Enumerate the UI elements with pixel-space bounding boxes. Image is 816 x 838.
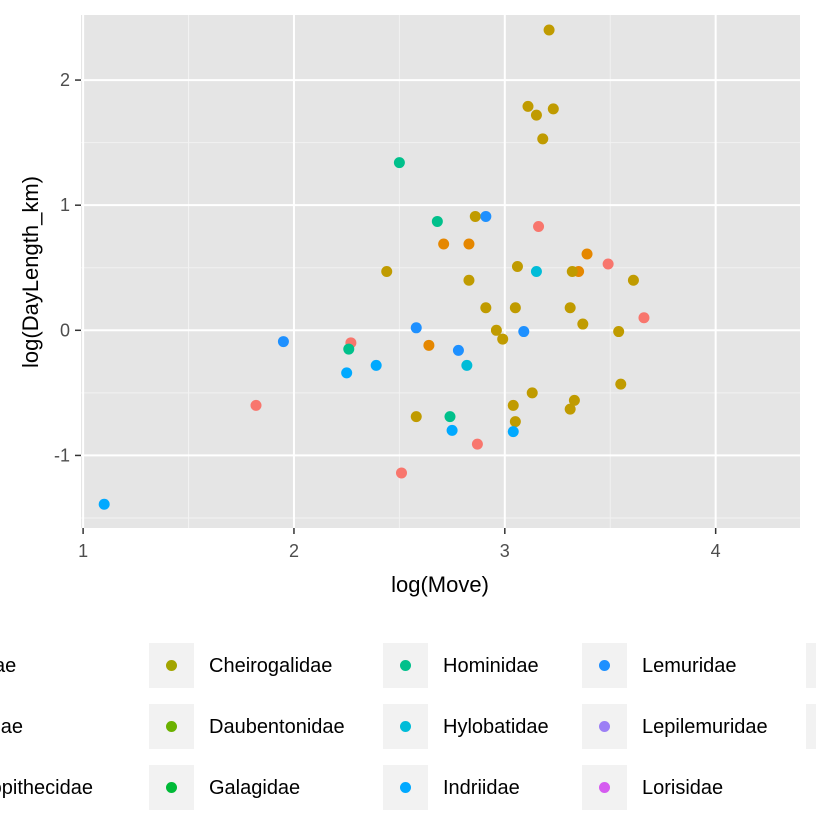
y-tick-label: 2 (60, 70, 70, 90)
x-tick-label: 2 (289, 541, 299, 561)
legend-key-dot (400, 721, 411, 732)
data-point (490, 324, 502, 336)
minor-gridlines (81, 15, 800, 528)
data-point (277, 336, 289, 348)
data-point (480, 302, 492, 314)
data-point (446, 424, 458, 436)
legend-key-dot (599, 782, 610, 793)
data-point (343, 343, 355, 355)
y-axis-ticks: -1 0 1 2 (54, 70, 81, 465)
data-point (509, 416, 521, 428)
data-point (522, 100, 534, 112)
data-point (423, 339, 435, 351)
data-point (615, 378, 627, 390)
data-point (547, 103, 559, 115)
data-point (530, 266, 542, 277)
x-tick-label: 3 (500, 541, 510, 561)
legend-label: Lorisidae (642, 777, 723, 799)
plot-panel (81, 15, 800, 528)
data-point (507, 399, 519, 411)
data-point (463, 274, 475, 286)
legend-label: rcopithecidae (0, 777, 93, 799)
legend-label: Hominidae (443, 655, 539, 677)
data-point (370, 359, 382, 371)
data-point (613, 326, 625, 338)
data-point (518, 326, 530, 338)
data-point (381, 266, 393, 277)
legend-label: Galagidae (209, 777, 300, 799)
data-point (566, 266, 578, 277)
data-point (638, 312, 650, 324)
data-point (533, 220, 545, 232)
major-gridlines (81, 15, 800, 528)
legend-label: Daubentonidae (209, 716, 345, 738)
data-point (431, 215, 443, 227)
data-point (98, 498, 110, 510)
data-point (469, 210, 481, 222)
data-point (577, 318, 589, 330)
data-point (497, 333, 509, 345)
y-axis-title: log(DayLength_km) (18, 176, 43, 368)
legend-key-dot (166, 660, 177, 671)
legend-key-dot (599, 660, 610, 671)
data-point (410, 411, 422, 423)
data-point (627, 274, 639, 286)
y-tick-label: 0 (60, 320, 70, 340)
data-point (438, 238, 450, 250)
legend-key-box (806, 704, 816, 749)
x-tick-label: 1 (78, 541, 88, 561)
legend-key-dot (599, 721, 610, 732)
legend-key-dot (400, 660, 411, 671)
data-point (452, 344, 464, 356)
data-point (543, 24, 555, 36)
data-point (564, 403, 576, 415)
legend-label: Lepilemuridae (642, 716, 768, 738)
data-point (250, 399, 262, 411)
legend-key-dot (166, 782, 177, 793)
data-point (511, 260, 523, 272)
data-point (341, 367, 353, 379)
data-point (507, 426, 519, 438)
data-point (581, 248, 593, 260)
legend-label: Cheirogalidae (209, 655, 332, 677)
legend-label: bidae (0, 716, 23, 738)
data-point (395, 467, 407, 479)
data-point (480, 210, 492, 222)
x-axis-title: log(Move) (391, 572, 489, 597)
data-point (509, 302, 521, 314)
data-point (568, 394, 580, 406)
legend-key-box (806, 643, 816, 688)
data-points (98, 24, 650, 510)
data-point (530, 109, 542, 121)
data-point (461, 359, 473, 371)
data-point (537, 133, 549, 145)
legend-key-dot (166, 721, 177, 732)
data-point (410, 322, 422, 334)
legend-label: Hylobatidae (443, 716, 549, 738)
data-point (602, 258, 614, 270)
data-point (526, 387, 538, 399)
data-point (393, 157, 405, 169)
y-tick-label: -1 (54, 445, 70, 465)
data-point (564, 302, 576, 314)
legend-label: Indriidae (443, 777, 520, 799)
legend-label: lidae (0, 655, 16, 677)
x-tick-label: 4 (711, 541, 721, 561)
data-point (471, 438, 483, 450)
legend: lidae bidae rcopithecidae Cheirogalidae Daub… (0, 643, 816, 810)
data-point (463, 238, 475, 250)
x-axis-ticks: 1 2 3 4 (78, 528, 721, 561)
legend-label: Lemuridae (642, 655, 737, 677)
data-point (444, 411, 456, 423)
legend-key-dot (400, 782, 411, 793)
y-tick-label: 1 (60, 195, 70, 215)
